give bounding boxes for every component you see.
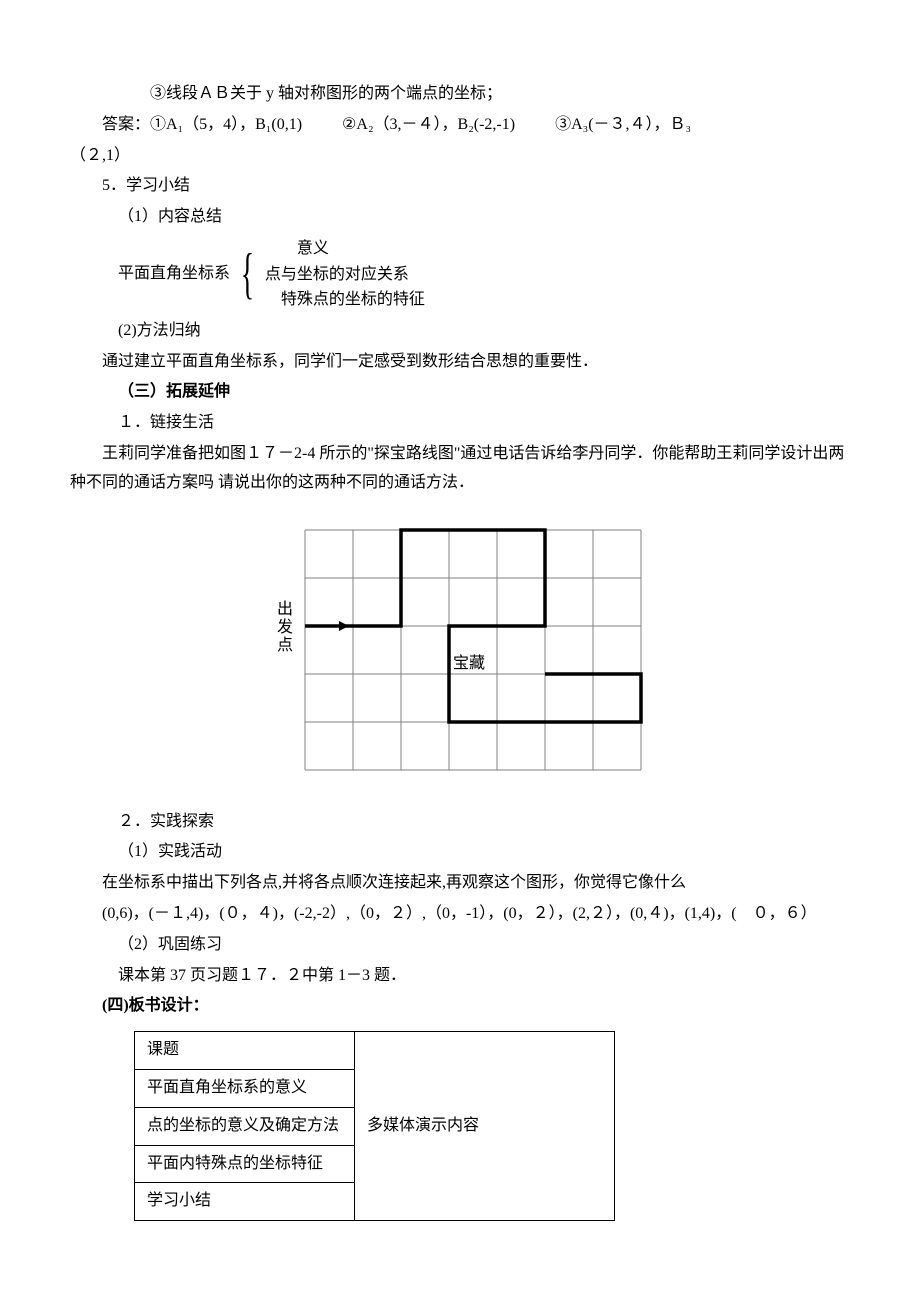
svg-text:宝藏: 宝藏 — [453, 654, 485, 672]
section-4-heading: (四)板书设计： — [70, 992, 850, 1021]
section-3-2-1: （1）实践活动 — [70, 838, 850, 867]
board-table: 课题多媒体演示内容平面直角坐标系的意义点的坐标的意义及确定方法平面内特殊点的坐标… — [134, 1031, 615, 1221]
coord-list: (0,6)，(－１,4)，(０，４)，(-2,-2）,（0，２）,（0，-1），… — [70, 900, 850, 929]
brace-item-3: 特殊点的坐标的特征 — [265, 287, 425, 313]
answer-part-3: ③A₃(－３,４），Ｂ₃ — [555, 111, 691, 140]
board-table-container: 课题多媒体演示内容平面直角坐标系的意义点的坐标的意义及确定方法平面内特殊点的坐标… — [70, 1031, 850, 1221]
section-3-heading: （三）拓展延伸 — [70, 378, 850, 407]
treasure-map-svg: 出发点宝藏 — [265, 518, 655, 788]
section-3-2-2: （2）巩固练习 — [70, 931, 850, 960]
answer-line-cont: （２,1） — [70, 142, 850, 171]
section-5-1: （1）内容总结 — [70, 203, 850, 232]
table-cell: 课题 — [135, 1032, 355, 1070]
section-5: 5．学习小结 — [70, 172, 850, 201]
table-cell: 平面直角坐标系的意义 — [135, 1069, 355, 1107]
answer-part-1: 答案：①A₁（5，4），B₁(0,1) — [102, 111, 302, 140]
section-3-2-2-text: 课本第 37 页习题１７．２中第 1－3 题． — [70, 962, 850, 991]
brace-icon: { — [241, 246, 254, 302]
section-5-2: (2)方法归纳 — [70, 317, 850, 346]
document-content: ③线段ＡＢ关于 y 轴对称图形的两个端点的坐标； 答案：①A₁（5，4），B₁(… — [70, 80, 850, 1221]
table-cell: 学习小结 — [135, 1183, 355, 1221]
brace-item-2: 点与坐标的对应关系 — [265, 262, 425, 288]
table-cell: 多媒体演示内容 — [355, 1032, 615, 1221]
section-3-1: １．链接生活 — [70, 409, 850, 438]
treasure-map-container: 出发点宝藏 — [70, 518, 850, 788]
line-summary: 通过建立平面直角坐标系，同学们一定感受到数形结合思想的重要性． — [70, 348, 850, 377]
table-cell: 点的坐标的意义及确定方法 — [135, 1107, 355, 1145]
section-3-2: ２．实践探索 — [70, 808, 850, 837]
brace-items: 意义 点与坐标的对应关系 特殊点的坐标的特征 — [265, 236, 425, 313]
answer-line: 答案：①A₁（5，4），B₁(0,1) ②A₂（3,－４），B₂(-2,-1) … — [70, 111, 850, 140]
answer-part-2: ②A₂（3,－４），B₂(-2,-1) — [342, 111, 515, 140]
section-3-2-1-text: 在坐标系中描出下列各点,并将各点顺次连接起来,再观察这个图形，你觉得它像什么 — [70, 869, 850, 898]
brace-item-1: 意义 — [265, 236, 425, 262]
section-3-1-text: 王莉同学准备把如图１７－2-4 所示的"探宝路线图"通过电话告诉给李丹同学．你能… — [70, 440, 850, 498]
brace-left-label: 平面直角坐标系 — [118, 260, 230, 289]
svg-text:出: 出 — [277, 600, 293, 618]
table-cell: 平面内特殊点的坐标特征 — [135, 1145, 355, 1183]
line-1: ③线段ＡＢ关于 y 轴对称图形的两个端点的坐标； — [70, 80, 850, 109]
svg-text:发: 发 — [277, 618, 293, 636]
svg-text:点: 点 — [277, 636, 293, 654]
brace-diagram: 平面直角坐标系 { 意义 点与坐标的对应关系 特殊点的坐标的特征 — [70, 236, 850, 313]
